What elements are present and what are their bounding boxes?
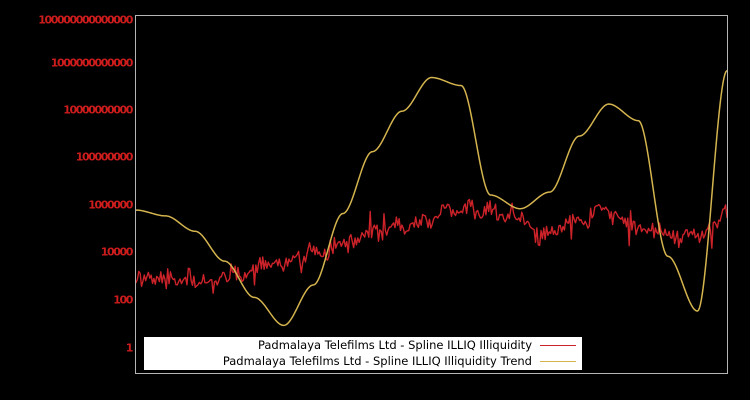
legend-entry-illiquidity: Padmalaya Telefilms Ltd - Spline ILLIQ I… [144, 337, 582, 353]
plot-canvas [136, 70, 727, 327]
legend-swatch-illiquidity [540, 344, 576, 346]
series-line-illiquidity [136, 198, 727, 294]
plot-area-frame [135, 15, 728, 374]
y-axis-tick: 100 [113, 293, 133, 307]
y-axis-tick: 10000 [100, 245, 134, 259]
y-axis-tick: 10000000000 [63, 103, 133, 117]
y-axis-tick: 100000000 [75, 150, 134, 164]
chart-legend: Padmalaya Telefilms Ltd - Spline ILLIQ I… [144, 337, 582, 370]
legend-entry-trend: Padmalaya Telefilms Ltd - Spline ILLIQ I… [144, 353, 582, 369]
y-axis-tick: 1000000000000 [50, 56, 134, 70]
y-axis-tick: 1 [125, 341, 134, 355]
y-axis-tick-labels: 100000000000000 1000000000000 1000000000… [0, 0, 134, 400]
legend-label-trend: Padmalaya Telefilms Ltd - Spline ILLIQ I… [222, 354, 532, 368]
series-line-trend [136, 70, 727, 327]
legend-swatch-trend [540, 360, 576, 362]
y-axis-tick: 100000000000000 [38, 13, 133, 27]
legend-label-illiquidity: Padmalaya Telefilms Ltd - Spline ILLIQ I… [257, 338, 532, 352]
y-axis-tick: 1000000 [88, 198, 133, 212]
